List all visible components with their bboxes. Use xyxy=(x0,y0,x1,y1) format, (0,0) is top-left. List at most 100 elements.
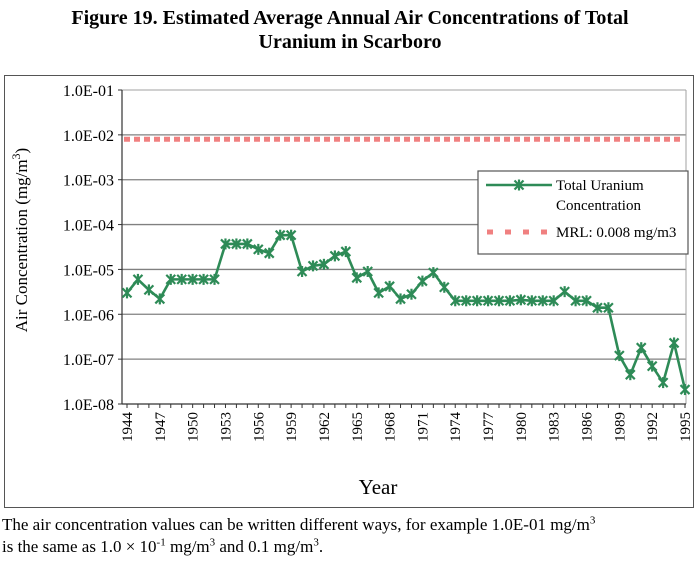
data-point xyxy=(143,284,155,296)
uranium-series xyxy=(121,229,691,396)
data-point xyxy=(614,350,625,362)
x-tick-label: 1980 xyxy=(514,412,530,442)
data-point xyxy=(635,342,647,354)
data-point xyxy=(198,273,209,285)
figure-title-line1: Figure 19. Estimated Average Annual Air … xyxy=(71,7,629,29)
y-tick-label: 1.0E-06 xyxy=(63,307,114,324)
data-point xyxy=(460,295,472,307)
x-tick-label: 1971 xyxy=(415,412,431,442)
data-point xyxy=(515,294,527,306)
data-point xyxy=(121,287,133,299)
x-tick-label: 1962 xyxy=(317,412,333,442)
data-point xyxy=(570,295,581,307)
x-tick-label: 1995 xyxy=(678,412,694,442)
y-tick-label: 1.0E-02 xyxy=(63,128,114,145)
data-point xyxy=(439,281,450,293)
data-point xyxy=(263,247,275,259)
data-point xyxy=(209,273,220,285)
x-tick-label: 1968 xyxy=(383,412,399,442)
data-point xyxy=(340,246,352,258)
y-tick-label: 1.0E-08 xyxy=(63,397,114,414)
data-point xyxy=(285,229,297,241)
data-point xyxy=(646,360,658,372)
data-point xyxy=(362,265,373,277)
caption-sup-2: -1 xyxy=(156,536,166,549)
data-point xyxy=(329,250,341,262)
chart-frame xyxy=(4,75,694,508)
data-point xyxy=(482,295,494,307)
figure-title: Figure 19. Estimated Average Annual Air … xyxy=(0,6,700,54)
data-point xyxy=(504,295,516,307)
data-point xyxy=(373,287,384,299)
data-point xyxy=(165,273,177,285)
data-point xyxy=(493,295,505,307)
data-point xyxy=(657,377,669,389)
x-tick-labels: 1944 1947 1950 1953 1956 1959 1962 1965 1968 1971… xyxy=(120,412,694,443)
data-point xyxy=(384,280,395,292)
data-point xyxy=(581,295,592,307)
legend: Total Uranium Concentration MRL: 0.008 mg/… xyxy=(477,170,689,255)
x-tick-label: 1974 xyxy=(448,412,464,443)
x-tick-label: 1953 xyxy=(218,412,234,442)
data-point xyxy=(176,273,187,285)
data-point xyxy=(559,286,570,298)
data-point xyxy=(526,295,538,307)
data-point xyxy=(253,243,264,255)
legend-uranium-marker xyxy=(513,179,525,191)
data-point xyxy=(428,267,439,279)
x-tick-label: 1944 xyxy=(120,412,136,443)
figure-caption: The air concentration values can be writ… xyxy=(2,514,700,558)
data-point xyxy=(351,272,363,284)
x-tick-label: 1992 xyxy=(645,412,661,442)
data-point xyxy=(417,275,428,287)
data-point xyxy=(231,238,242,250)
data-point xyxy=(242,238,253,250)
data-point xyxy=(307,260,319,272)
x-tick-label: 1959 xyxy=(284,412,300,442)
data-point xyxy=(296,265,308,277)
data-point xyxy=(471,295,483,307)
data-point xyxy=(537,295,549,307)
data-point xyxy=(220,238,231,250)
caption-text-3: mg/m xyxy=(165,537,210,556)
data-point xyxy=(449,295,461,307)
caption-text-5: . xyxy=(318,537,324,556)
x-tick-label: 1950 xyxy=(186,412,202,442)
x-tick-label: 1977 xyxy=(481,412,497,443)
data-point xyxy=(679,384,691,396)
legend-mrl-label: MRL: 0.008 mg/m3 xyxy=(556,225,676,241)
data-point xyxy=(154,293,166,305)
caption-text-1: The air concentration values can be writ… xyxy=(2,515,590,534)
caption-text-4: and 0.1 mg/m xyxy=(215,537,314,556)
data-point xyxy=(132,273,144,285)
y-tick-label: 1.0E-04 xyxy=(63,218,114,235)
caption-text-2: is the same as 1.0 × 10 xyxy=(2,537,157,556)
series-line xyxy=(125,233,687,390)
x-axis-label: Year xyxy=(359,475,398,499)
x-tick-label: 1965 xyxy=(350,412,366,442)
legend-uranium-label-line2: Concentration xyxy=(556,198,641,214)
data-point xyxy=(406,288,417,300)
data-point xyxy=(548,295,559,307)
x-tick-label: 1986 xyxy=(580,412,596,443)
data-point xyxy=(668,337,680,349)
data-point xyxy=(274,229,286,241)
y-tick-label: 1.0E-05 xyxy=(63,262,114,279)
data-point xyxy=(625,369,636,381)
data-point xyxy=(603,302,614,314)
figure-title-line2: Uranium in Scarboro xyxy=(258,31,442,53)
caption-sup-1: 3 xyxy=(589,514,596,527)
x-tick-label: 1947 xyxy=(153,412,169,443)
data-point xyxy=(592,302,603,314)
data-point xyxy=(395,293,406,305)
y-tick-label: 1.0E-07 xyxy=(63,352,114,369)
x-tick-label: 1956 xyxy=(251,412,267,443)
caption-sup-3: 3 xyxy=(209,536,216,549)
x-tick-label: 1989 xyxy=(612,412,628,442)
data-point xyxy=(318,258,330,270)
y-tick-labels: 1.0E-01 1.0E-02 1.0E-03 1.0E-04 1.0E-05 1.0E-… xyxy=(63,83,114,414)
data-point xyxy=(187,273,198,285)
caption-sup-4: 3 xyxy=(313,536,319,549)
y-axis-label: Air Concentration (mg/m3) xyxy=(9,148,31,332)
